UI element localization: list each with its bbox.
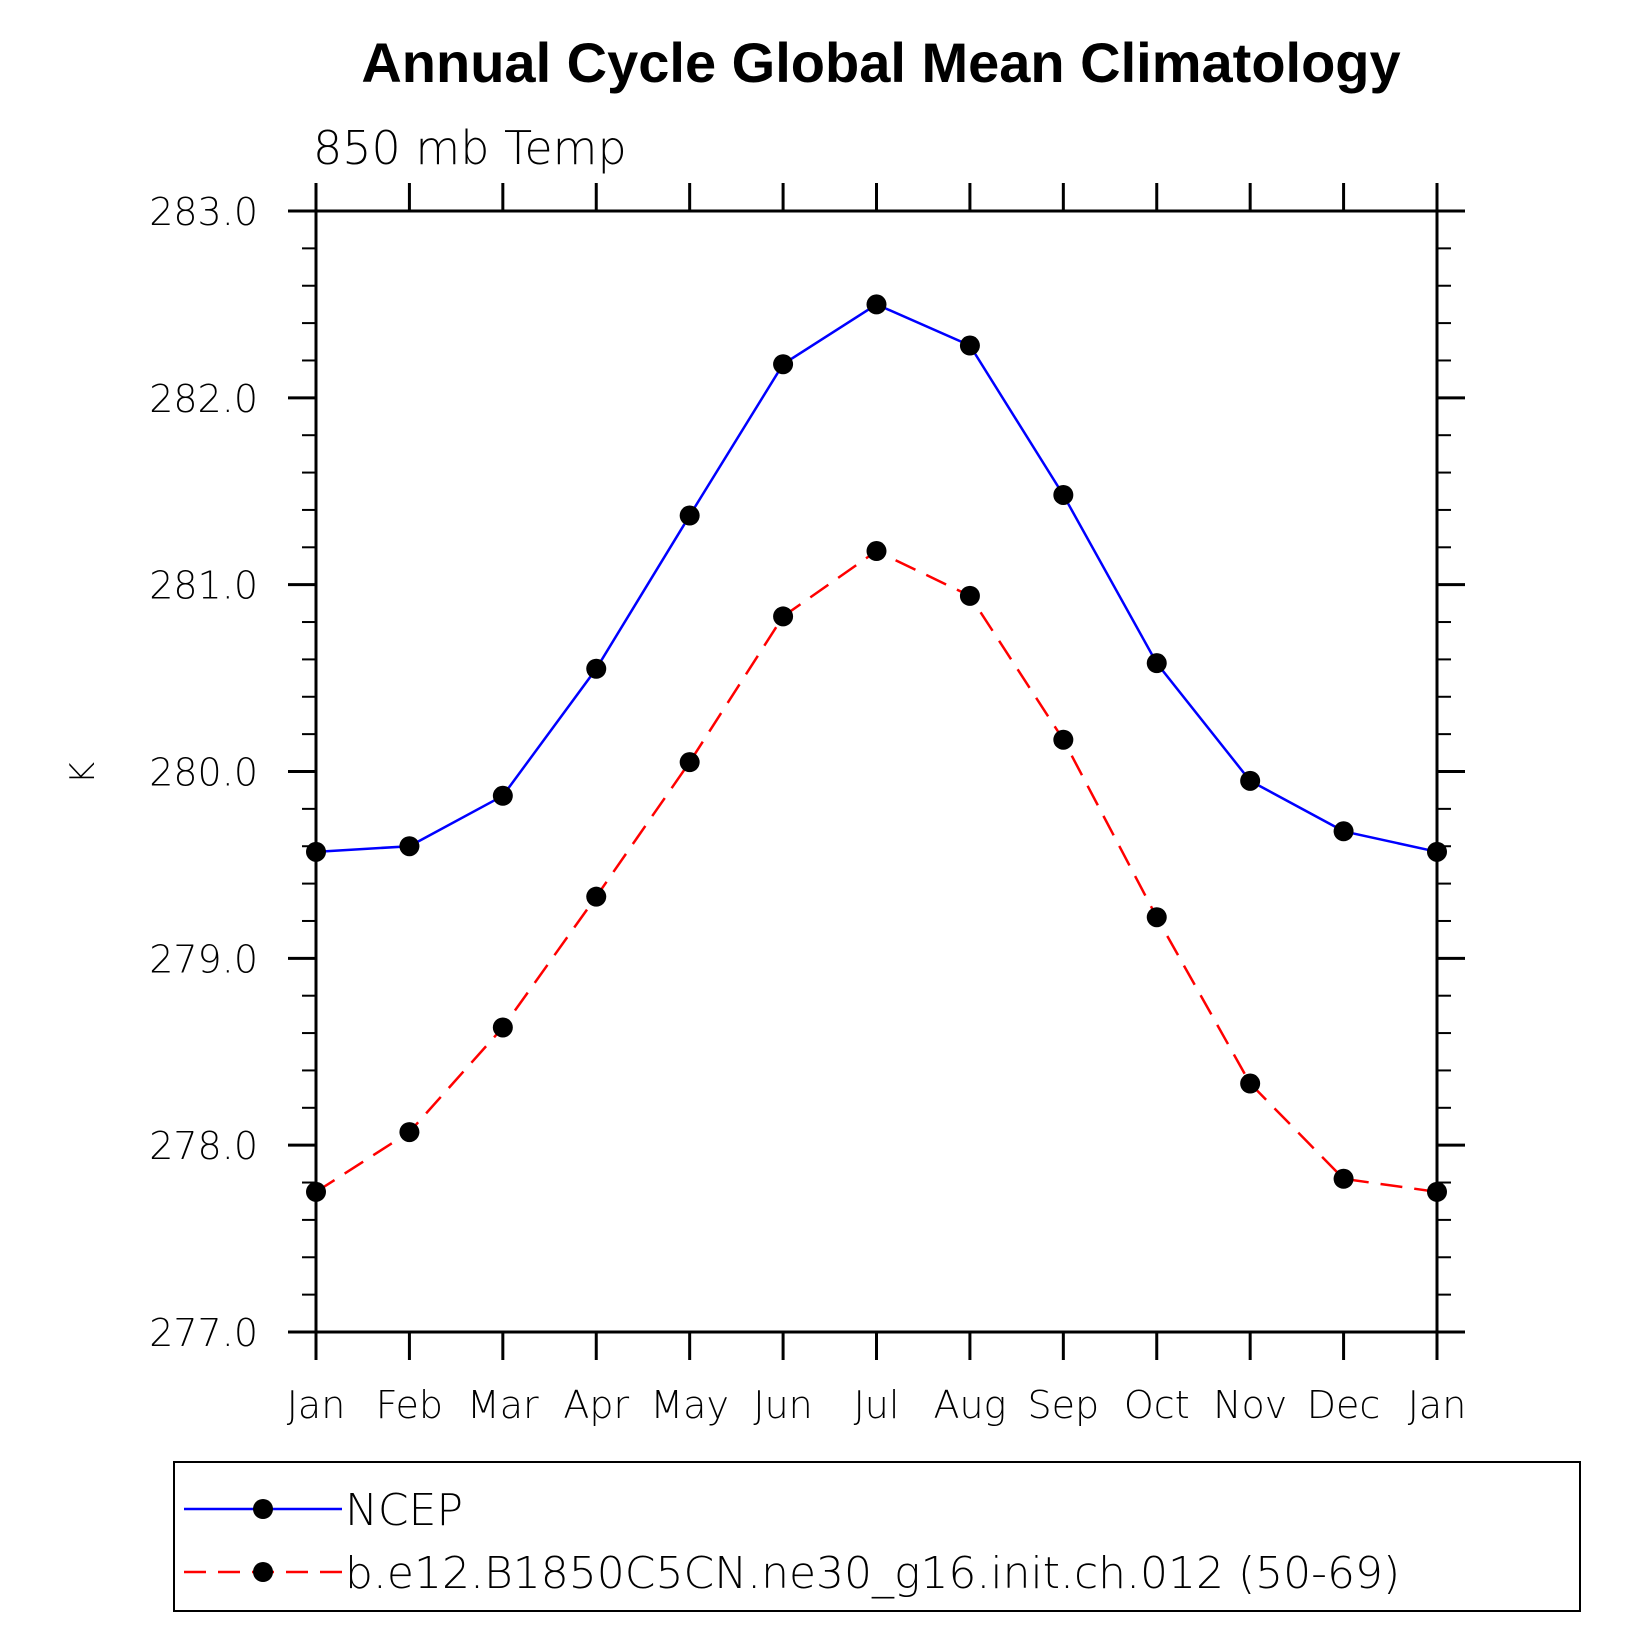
series-0-point — [1053, 484, 1074, 505]
x-tick-label: May — [650, 1383, 729, 1427]
series-0-point — [773, 354, 794, 375]
series-0-point — [492, 785, 513, 806]
series-0-point — [679, 505, 700, 526]
x-tick-label: Aug — [933, 1383, 1006, 1427]
y-ticks: 277.0 278.0 279.0 280.0 281.0 282.0 283.0 — [149, 190, 1465, 1355]
series-layer — [306, 294, 1447, 1202]
series-0-point — [306, 841, 326, 862]
x-tick-label: Feb — [376, 1383, 443, 1427]
series-1-point — [1427, 1181, 1447, 1202]
chart-subtitle: 850 mb Temp — [313, 121, 627, 175]
series-0-point — [399, 836, 420, 857]
series-0-point — [1427, 841, 1447, 862]
x-tick-label: Sep — [1028, 1383, 1100, 1427]
series-1-point — [1146, 907, 1167, 928]
series-0-point — [959, 335, 980, 356]
legend: NCEP b.e12.B1850C5CN.ne30_g16.init.ch.012… — [173, 1461, 1581, 1612]
x-tick-label: Dec — [1307, 1383, 1381, 1427]
x-tick-label: Nov — [1213, 1383, 1287, 1427]
series-0-point — [1240, 770, 1261, 791]
y-tick-label: 280.0 — [149, 751, 258, 795]
y-tick-label: 282.0 — [149, 377, 258, 421]
legend-items: NCEP b.e12.B1850C5CN.ne30_g16.init.ch.012… — [184, 1485, 1400, 1599]
x-tick-label: Jan — [287, 1383, 346, 1427]
series-0-point — [1146, 653, 1167, 674]
y-tick-label: 277.0 — [149, 1311, 258, 1355]
y-tick-label: 278.0 — [149, 1124, 258, 1168]
x-tick-label: Mar — [467, 1383, 539, 1427]
series-1-point — [773, 606, 794, 627]
legend-label-0: NCEP — [345, 1485, 463, 1536]
series-1-point — [399, 1122, 420, 1143]
series-1-point — [1240, 1073, 1261, 1094]
y-tick-label: 283.0 — [149, 190, 258, 234]
series-1-point — [1333, 1168, 1354, 1189]
legend-label-1: b.e12.B1850C5CN.ne30_g16.init.ch.012 (50… — [345, 1548, 1400, 1599]
y-tick-label: 279.0 — [149, 937, 258, 981]
plot-frame — [314, 209, 1439, 1334]
series-0-point — [1333, 821, 1354, 842]
series-0-point — [866, 294, 887, 315]
x-ticks: Jan Feb Mar Apr May Jun Jul Aug Sep Oct Nov Dec Jan — [287, 183, 1467, 1427]
series-1-point — [306, 1181, 326, 1202]
series-line-1 — [315, 549, 1438, 1194]
y-axis-label: K — [63, 762, 103, 784]
series-line-0 — [315, 303, 1438, 854]
x-tick-label: Jan — [1408, 1383, 1467, 1427]
chart-title: Annual Cycle Global Mean Climatology — [361, 31, 1400, 94]
legend-marker-1 — [253, 1562, 273, 1582]
series-1-point — [492, 1017, 513, 1038]
series-1-point — [679, 752, 700, 773]
series-1-point — [1053, 729, 1074, 750]
series-1-point — [959, 585, 980, 606]
x-tick-label: Oct — [1124, 1383, 1190, 1427]
series-0-point — [586, 658, 607, 679]
x-tick-label: Apr — [563, 1383, 629, 1427]
series-1-point — [866, 541, 887, 562]
series-1-point — [586, 886, 607, 907]
x-tick-label: Jun — [753, 1383, 812, 1427]
y-tick-label: 281.0 — [149, 564, 258, 608]
x-tick-label: Jul — [854, 1383, 900, 1427]
legend-marker-0 — [253, 1499, 273, 1519]
legend-box — [173, 1461, 1581, 1612]
